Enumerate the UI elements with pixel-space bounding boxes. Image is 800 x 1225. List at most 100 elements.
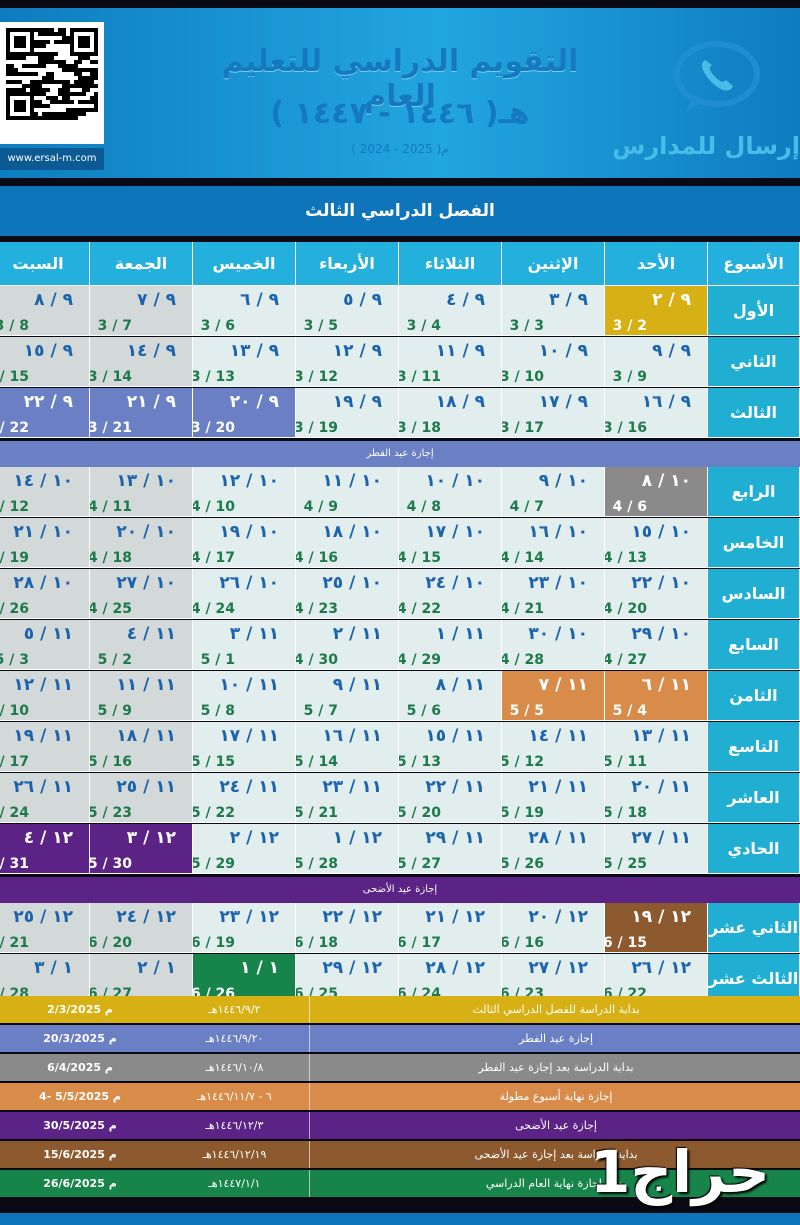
hijri-date: ١٠ / ١٩ — [219, 522, 279, 542]
legend-hijri-date: ١٤٤٦/٩/٢هـ — [160, 996, 310, 1023]
greg-date: 3 / 15 — [0, 369, 29, 385]
day-cell: ١١ / ١٨ 5 / 16 — [90, 722, 193, 772]
greg-date: 4 / 18 — [90, 550, 132, 566]
phone-chat-icon — [674, 41, 760, 112]
hijri-date: ١٢ / ٢٦ — [631, 958, 691, 978]
page-title: التقويم الدراسي للتعليم العام — [221, 44, 579, 114]
column-header: الأحد — [605, 242, 708, 286]
legend-greg-date: 4- 5/5/2025 م — [39, 1090, 121, 1103]
greg-date: 4 / 30 — [296, 652, 338, 668]
legend-row: 20/3/2025 م ١٤٤٦/٩/٢٠هـ إجازة عيد الفطر — [0, 1025, 800, 1052]
hijri-date: ١٠ / ٢٧ — [116, 573, 176, 593]
greg-date: 5 / 14 — [296, 754, 338, 770]
day-cell: ١٢ / ٢ 5 / 29 — [193, 824, 296, 874]
greg-date: 5 / 21 — [296, 805, 338, 821]
greg-date: 3 / 12 — [296, 369, 338, 385]
day-cell: ١١ / ٢٥ 5 / 23 — [90, 773, 193, 823]
day-cell: ١١ / ١١ 5 / 9 — [90, 671, 193, 721]
qr-code-icon[interactable] — [0, 22, 104, 144]
greg-date: 4 / 29 — [399, 652, 441, 668]
header: www.ersal-m.com التقويم الدراسي للتعليم … — [0, 8, 800, 178]
greg-date: 6 / 19 — [193, 935, 235, 951]
greg-date: 3 / 17 — [502, 420, 544, 436]
hijri-date: ١٢ / ٢٣ — [219, 907, 279, 927]
hijri-date: ١٠ / ٢١ — [13, 522, 73, 542]
hijri-years: ( ١٤٤٦ - ١٤٤٧ )هـ — [270, 96, 530, 131]
watermark: حراج1 — [590, 1138, 770, 1206]
legend-text: إجازة عيد الأضحى — [515, 1119, 597, 1132]
day-cell: ١٠ / ٢٣ 4 / 21 — [502, 569, 605, 619]
hijri-date: ١٢ / ٢٥ — [13, 907, 73, 927]
hijri-date: ١٢ / ٣ — [126, 828, 176, 848]
day-cell: ١٠ / ٢٠ 4 / 18 — [90, 518, 193, 568]
day-cell: ١١ / ٢٠ 5 / 18 — [605, 773, 708, 823]
hijri-date: ١٢ / ٢٤ — [116, 907, 176, 927]
greg-date: 4 / 17 — [193, 550, 235, 566]
hijri-date: ١٢ / ١٩ — [631, 907, 691, 927]
greg-date: 3 / 21 — [90, 420, 132, 436]
column-header: الإثنين — [502, 242, 605, 286]
greg-date: 4 / 22 — [399, 601, 441, 617]
greg-date: 3 / 20 — [193, 420, 235, 436]
day-cell: ١٠ / ١٠ 4 / 8 — [399, 467, 502, 517]
greg-date: 3 / 7 — [97, 318, 132, 334]
greg-date: 5 / 6 — [406, 703, 441, 719]
hijri-date: ١٠ / ١٦ — [528, 522, 588, 542]
day-cell: ٩ / ١٩ 3 / 19 — [296, 388, 399, 438]
hijri-date: ٩ / ١٠ — [538, 341, 588, 361]
greg-date: 5 / 19 — [502, 805, 544, 821]
hijri-date: ٩ / ١٧ — [538, 392, 588, 412]
week-label: السابع — [708, 620, 800, 670]
day-cell: ١١ / ١٢ 5 / 10 — [0, 671, 90, 721]
day-cell: ٩ / ١٦ 3 / 16 — [605, 388, 708, 438]
hijri-date: ١١ / ٢٧ — [631, 828, 691, 848]
greg-date: 5 / 5 — [509, 703, 544, 719]
day-cell: ١٠ / ١١ 4 / 9 — [296, 467, 399, 517]
hijri-date: ٩ / ٣ — [549, 290, 588, 310]
hijri-date: ١١ / ١٨ — [116, 726, 176, 746]
day-cell: ١٢ / ١ 5 / 28 — [296, 824, 399, 874]
greg-date: 4 / 23 — [296, 601, 338, 617]
column-header: السبت — [0, 242, 90, 286]
day-cell: ١٠ / ٨ 4 / 6 — [605, 467, 708, 517]
day-cell: ١٠ / ٢٦ 4 / 24 — [193, 569, 296, 619]
hijri-date: ١ / ٢ — [137, 958, 176, 978]
day-cell: ٩ / ٨ 3 / 8 — [0, 286, 90, 336]
day-cell: ١١ / ١٩ 5 / 17 — [0, 722, 90, 772]
greg-date: 3 / 14 — [90, 369, 132, 385]
greg-date: 4 / 16 — [296, 550, 338, 566]
greg-date: 3 / 13 — [193, 369, 235, 385]
hijri-date: ١١ / ١٥ — [425, 726, 485, 746]
greg-date: 5 / 2 — [97, 652, 132, 668]
greg-date: 5 / 1 — [200, 652, 235, 668]
greg-date: 4 / 28 — [502, 652, 544, 668]
day-cell: ١٢ / ٢٩ 6 / 25 — [296, 954, 399, 1004]
day-cell: ١٠ / ١٥ 4 / 13 — [605, 518, 708, 568]
column-header: الأربعاء — [296, 242, 399, 286]
day-cell: ١ / ٣6 / 28 — [0, 954, 90, 1004]
footer-bar — [0, 1213, 800, 1225]
hijri-date: ١١ / ٢٥ — [116, 777, 176, 797]
greg-date: 4 / 12 — [0, 499, 29, 515]
day-cell: ١٠ / ١٢ 4 / 10 — [193, 467, 296, 517]
day-cell: ٩ / ٧ 3 / 7 — [90, 286, 193, 336]
greg-date: 3 / 8 — [0, 318, 29, 334]
week-label: الثالث — [708, 388, 800, 438]
holiday-row: إجازة عيد الفطر — [0, 441, 800, 467]
website-link[interactable]: www.ersal-m.com — [0, 148, 104, 170]
greg-date: 4 / 26 — [0, 601, 29, 617]
legend-greg-date: 15/6/2025 م — [43, 1148, 117, 1161]
hijri-date: ٩ / ٧ — [137, 290, 176, 310]
greg-date: 4 / 7 — [509, 499, 544, 515]
day-cell: ١٢ / ٢٢ 6 / 18 — [296, 903, 399, 953]
greg-date: 4 / 14 — [502, 550, 544, 566]
hijri-date: ١٠ / ١٥ — [631, 522, 691, 542]
day-cell: ٩ / ١٠ 3 / 10 — [502, 337, 605, 387]
greg-date: 4 / 8 — [406, 499, 441, 515]
greg-date: 4 / 27 — [605, 652, 647, 668]
day-cell: ١٠ / ٢٤ 4 / 22 — [399, 569, 502, 619]
greg-date: 5 / 8 — [200, 703, 235, 719]
day-cell: ٩ / ١٣ 3 / 13 — [193, 337, 296, 387]
greg-date: 5 / 28 — [296, 856, 338, 872]
legend-greg-date: 26/6/2025 م — [43, 1177, 117, 1190]
